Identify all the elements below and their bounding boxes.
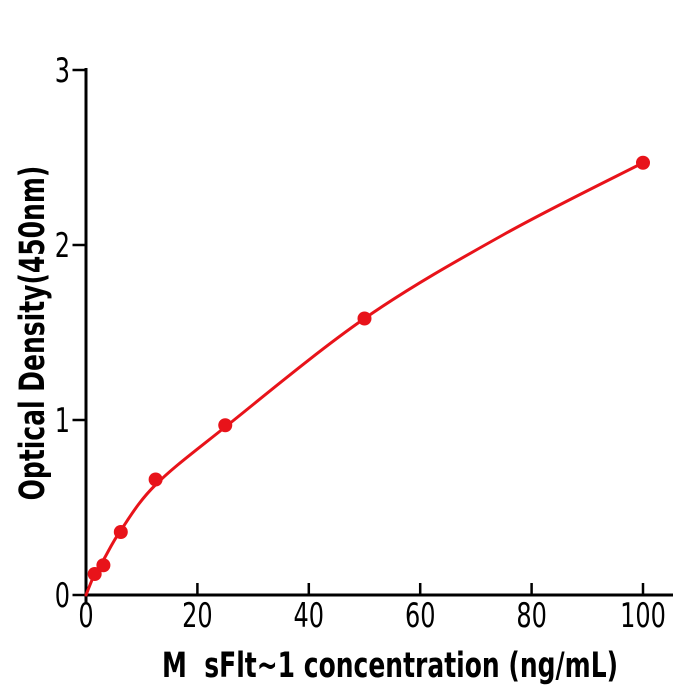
x-axis-title: M sFlt~1 concentration (ng/mL) xyxy=(162,646,618,686)
y-tick-label: 1 xyxy=(55,401,70,440)
x-tick-label: 80 xyxy=(516,596,547,635)
y-tick-label: 2 xyxy=(55,226,70,265)
data-point xyxy=(636,155,650,170)
y-axis-ticks: 0 1 2 3 xyxy=(55,51,85,615)
fit-curve-line xyxy=(84,161,645,597)
data-point xyxy=(148,472,163,487)
x-axis-ticks: 0 20 40 60 80 100 xyxy=(78,583,666,635)
x-tick-label: 20 xyxy=(182,596,213,635)
y-axis-title: Optical Density(450nm) xyxy=(13,166,53,501)
x-tick-label: 100 xyxy=(620,596,666,635)
data-point xyxy=(218,418,233,433)
y-tick-label: 0 xyxy=(55,576,70,615)
y-tick-label: 3 xyxy=(55,51,70,90)
x-tick-label: 60 xyxy=(405,596,436,635)
data-point xyxy=(87,567,102,581)
data-points xyxy=(87,155,650,581)
data-point xyxy=(96,558,111,573)
x-tick-label: 0 xyxy=(78,596,93,635)
data-point xyxy=(113,525,128,539)
x-tick-label: 40 xyxy=(294,596,325,635)
plot-area xyxy=(84,155,650,597)
data-point xyxy=(357,311,372,326)
